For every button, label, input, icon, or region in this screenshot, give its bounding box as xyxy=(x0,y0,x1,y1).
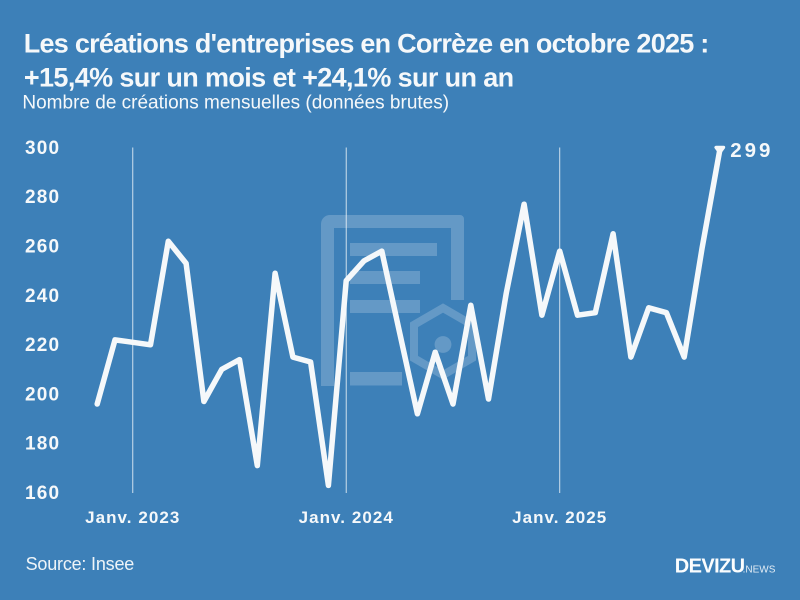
svg-text:260: 260 xyxy=(25,236,60,257)
svg-text:Janv. 2025: Janv. 2025 xyxy=(512,508,607,527)
svg-text:Janv. 2024: Janv. 2024 xyxy=(299,508,394,527)
svg-text:+15,4% sur un mois et +24,1% s: +15,4% sur un mois et +24,1% sur un an xyxy=(24,62,514,92)
svg-text:299: 299 xyxy=(730,139,773,162)
svg-text:160: 160 xyxy=(25,483,60,504)
svg-text:200: 200 xyxy=(25,384,60,405)
svg-text:DEVIZU: DEVIZU xyxy=(675,556,745,578)
svg-text:.NEWS: .NEWS xyxy=(743,565,776,576)
svg-text:180: 180 xyxy=(25,434,60,455)
svg-text:220: 220 xyxy=(25,335,60,356)
svg-text:300: 300 xyxy=(25,138,60,159)
svg-text:Les créations d'entreprises en: Les créations d'entreprises en Corrèze e… xyxy=(24,28,709,58)
svg-text:240: 240 xyxy=(25,286,60,307)
svg-text:Source: Insee: Source: Insee xyxy=(26,554,135,574)
svg-text:Janv. 2023: Janv. 2023 xyxy=(85,508,180,527)
svg-text:Nombre de créations mensuelles: Nombre de créations mensuelles (données … xyxy=(22,93,449,114)
svg-text:280: 280 xyxy=(25,187,60,208)
